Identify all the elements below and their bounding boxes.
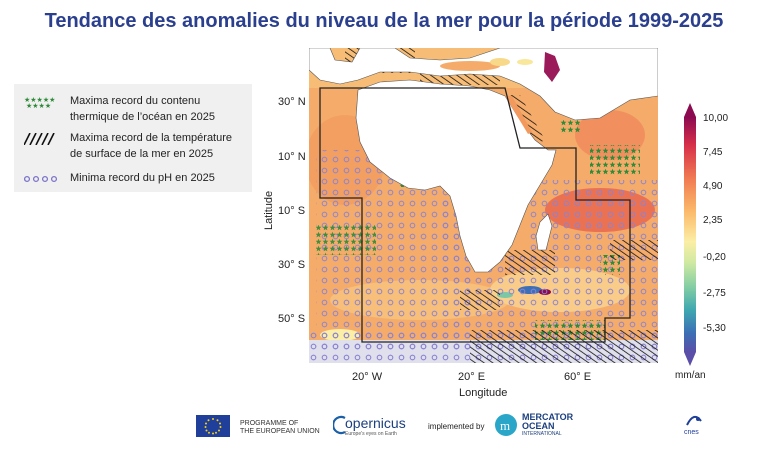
- map-field: [309, 48, 658, 363]
- mercator-text: MERCATOR OCEAN INTERNATIONAL: [522, 412, 574, 438]
- legend-text-line: Maxima record du contenu: [70, 95, 201, 107]
- lat-tick: 30° S: [278, 259, 305, 271]
- legend: ★★★★★ ★★★★ Maxima record du contenu ther…: [14, 84, 252, 192]
- lon-tick: 60° E: [564, 371, 591, 383]
- copernicus-c-icon: [333, 415, 346, 435]
- implemented-by-text: implemented by: [428, 422, 485, 431]
- svg-text:m: m: [500, 418, 510, 433]
- colorbar-tick: -0,20: [703, 252, 726, 263]
- lat-tick: 10° N: [278, 151, 306, 163]
- cnes-text: cnes: [684, 429, 699, 436]
- legend-text-line: thermique de l’océan en 2025: [70, 111, 215, 123]
- lat-tick: 10° S: [278, 205, 305, 217]
- sea-level-map: 30° N 10° N 10° S 30° S 50° S 20° W 20° …: [263, 48, 728, 399]
- colorbar-unit: mm/an: [675, 370, 706, 381]
- cnes-logo-icon: [686, 415, 702, 426]
- svg-text:★★★★: ★★★★: [26, 102, 51, 108]
- svg-text:★★★★★: ★★★★★: [24, 96, 55, 104]
- colorbar-tick: -2,75: [703, 288, 726, 299]
- page-title: Tendance des anomalies du niveau de la m…: [44, 10, 724, 32]
- programme-text: THE EUROPEAN UNION: [240, 428, 320, 435]
- mercator-logo-icon: m: [495, 414, 517, 436]
- lon-tick: 20° E: [458, 371, 485, 383]
- footer-logos: PROGRAMME OF THE EUROPEAN UNION opernicu…: [0, 405, 768, 445]
- green-stars-icon: ★★★★★ ★★★★: [24, 96, 55, 108]
- africa-land: [355, 79, 557, 273]
- lat-tick: 50° S: [278, 313, 305, 325]
- black-hatch-icon: [24, 133, 55, 145]
- colorbar-tick: -5,30: [703, 323, 726, 334]
- y-axis-label: Latitude: [263, 191, 275, 230]
- region-outline: [319, 87, 631, 343]
- legend-text-line: Minima record du pH en 2025: [70, 172, 215, 184]
- colorbar: 10,00 7,45 4,90 2,35 -0,20 -2,75 -5,30 m…: [675, 103, 728, 381]
- lat-tick: 30° N: [278, 96, 306, 108]
- colorbar-tick: 2,35: [703, 215, 723, 226]
- eu-flag-icon: [196, 415, 230, 437]
- blue-circles-icon: [24, 175, 58, 183]
- programme-text: PROGRAMME OF: [240, 420, 299, 427]
- legend-text-line: Maxima record de la température: [70, 132, 233, 144]
- lon-tick: 20° W: [352, 371, 383, 383]
- x-axis-label: Longitude: [459, 387, 507, 399]
- colorbar-tick: 10,00: [703, 113, 728, 124]
- legend-text-line: de surface de la mer en 2025: [70, 148, 214, 160]
- colorbar-tick: 4,90: [703, 181, 723, 192]
- copernicus-logo: opernicus Europe's eyes on Earth: [333, 413, 423, 439]
- colorbar-tick: 7,45: [703, 147, 723, 158]
